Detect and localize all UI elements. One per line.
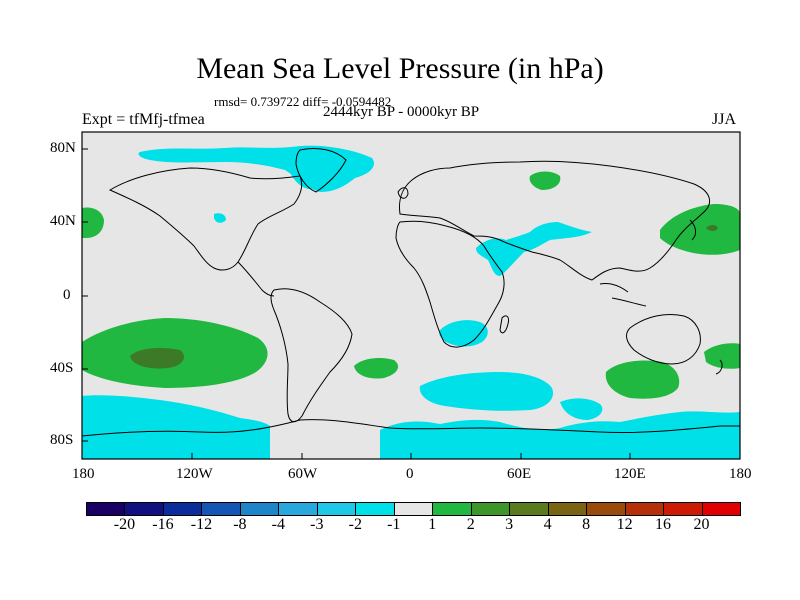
colorbar-cell bbox=[86, 502, 126, 516]
colorbar-cell bbox=[201, 502, 241, 516]
coast-australia bbox=[626, 314, 701, 365]
coast-central-america bbox=[237, 261, 275, 297]
colorbar-label: 20 bbox=[693, 516, 710, 533]
colorbar-cell bbox=[239, 502, 280, 516]
lon-label-0: 0 bbox=[406, 466, 414, 482]
colorbar-label: 2 bbox=[466, 516, 475, 533]
region-australia-positive bbox=[605, 360, 680, 399]
map-title: Mean Sea Level Pressure (in hPa) bbox=[196, 52, 604, 85]
coast-new-zealand bbox=[715, 359, 723, 375]
lon-label-60e: 60E bbox=[507, 466, 532, 482]
coast-antarctica bbox=[82, 419, 740, 437]
period-label: 2444kyr BP - 0000kyr BP bbox=[323, 104, 480, 120]
colorbar-label: -1 bbox=[387, 516, 401, 533]
colorbar-label: -2 bbox=[348, 516, 362, 533]
colorbar-cell bbox=[663, 502, 703, 516]
colorbar-label: -4 bbox=[271, 516, 286, 533]
lat-label-40n: 40N bbox=[50, 213, 76, 229]
region-greenland-negative bbox=[281, 148, 332, 190]
colorbar-label: 16 bbox=[655, 516, 672, 533]
map-fill bbox=[82, 132, 740, 459]
colorbar-cell bbox=[355, 502, 395, 516]
colorbar-cell bbox=[624, 502, 665, 516]
colorbar-cell bbox=[509, 502, 549, 516]
colorbar-cell bbox=[432, 502, 472, 516]
map-background bbox=[82, 132, 740, 459]
colorbar-cell bbox=[470, 502, 511, 516]
region-antarctic-negative bbox=[380, 411, 740, 459]
colorbar-label: 12 bbox=[616, 516, 633, 533]
colorbar-label: 8 bbox=[582, 516, 591, 533]
lon-label-120w: 120W bbox=[176, 466, 213, 482]
region-npacific-positive bbox=[82, 207, 104, 238]
coast-southeast-asia bbox=[599, 283, 647, 307]
colorbar-label: -12 bbox=[190, 516, 213, 533]
region-pacific-negative bbox=[560, 398, 603, 420]
colorbar-cell bbox=[124, 502, 164, 516]
coast-north-america bbox=[108, 167, 303, 271]
region-westpacific-positive bbox=[660, 204, 740, 255]
coast-africa bbox=[395, 220, 505, 348]
region-small-negative bbox=[214, 213, 226, 223]
region-arabia-negative bbox=[476, 222, 592, 276]
coast-greenland bbox=[295, 147, 347, 193]
coast-south-america bbox=[270, 288, 353, 423]
region-southern-ocean-negative bbox=[82, 395, 270, 459]
stats-text: rmsd= 0.739722 diff= -0.0594482 bbox=[214, 94, 392, 109]
region-southatlantic-positive bbox=[354, 358, 399, 379]
colorbar-label: 1 bbox=[428, 516, 437, 533]
region-southafrica-negative bbox=[439, 320, 488, 347]
colorbar-cell bbox=[316, 502, 357, 516]
axis-ticks bbox=[81, 148, 741, 459]
coast-eurasia bbox=[399, 160, 710, 281]
colorbar-cell bbox=[547, 502, 588, 516]
region-southpacific-core bbox=[130, 348, 184, 369]
colorbar-label: -3 bbox=[310, 516, 324, 533]
colorbar-cell bbox=[278, 502, 318, 516]
lat-label-80n: 80N bbox=[50, 140, 76, 156]
lat-label-0: 0 bbox=[63, 287, 71, 303]
coastlines bbox=[82, 147, 740, 437]
coast-madagascar bbox=[499, 315, 509, 334]
colorbar-label: -16 bbox=[152, 516, 174, 533]
coast-uk bbox=[397, 187, 409, 199]
colorbar-label: -20 bbox=[113, 516, 136, 533]
lon-label-180e: 180 bbox=[729, 466, 752, 482]
region-westpacific-core bbox=[706, 225, 718, 231]
colorbar-cell bbox=[701, 502, 741, 516]
colorbar-label: -8 bbox=[233, 516, 247, 533]
colorbar-label: 3 bbox=[505, 516, 514, 533]
lon-label-60w: 60W bbox=[288, 466, 318, 482]
lat-label-40s: 40S bbox=[50, 360, 74, 376]
colorbar-cell bbox=[586, 502, 626, 516]
lon-label-120e: 120E bbox=[614, 466, 646, 482]
colorbar-cell bbox=[393, 502, 434, 516]
region-south-indian-negative bbox=[419, 372, 554, 411]
colorbar-label: 4 bbox=[543, 516, 552, 533]
season-label: JJA bbox=[712, 111, 737, 128]
colorbar-cell bbox=[162, 502, 203, 516]
coast-japan bbox=[689, 219, 697, 241]
region-russia-positive bbox=[529, 171, 561, 190]
experiment-label: Expt = tfMfj-tfmea bbox=[82, 111, 205, 128]
lon-label-180w: 180 bbox=[72, 466, 95, 482]
region-eastpacific-positive bbox=[704, 343, 740, 369]
lat-label-80s: 80S bbox=[50, 432, 74, 448]
